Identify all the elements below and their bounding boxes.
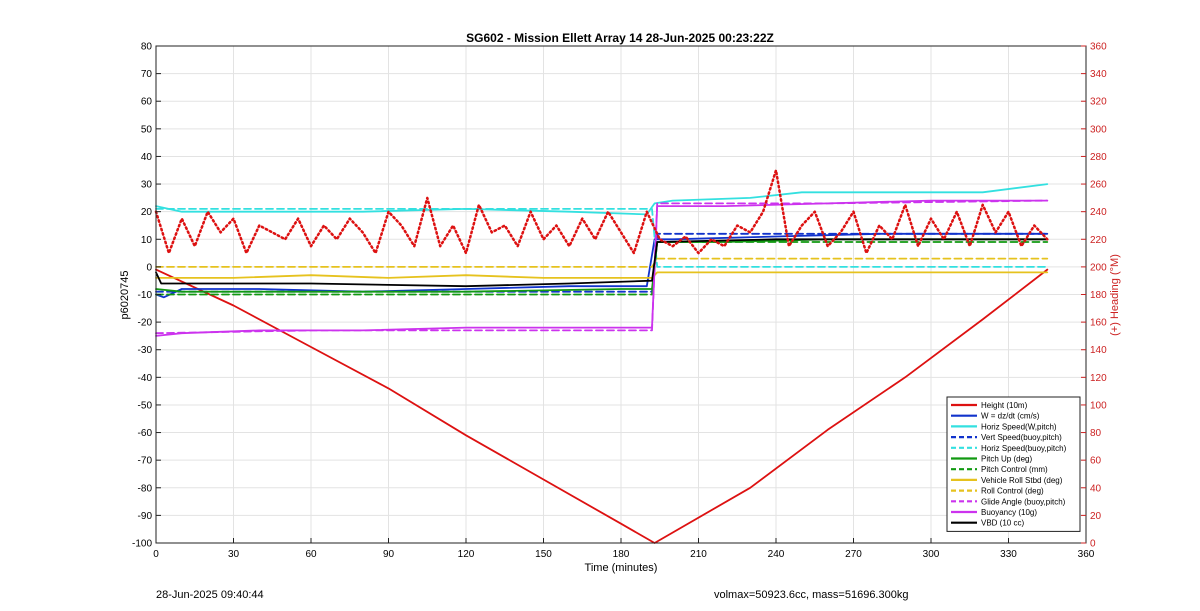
y-tick-label: -40: [138, 373, 153, 384]
footer-timestamp: 28-Jun-2025 09:40:44: [156, 589, 264, 601]
y-tick-label: -10: [138, 290, 153, 301]
series-line-6: [155, 241, 1049, 296]
legend-label: Horiz Speed(buoy,pitch): [981, 444, 1067, 453]
x-tick-label: 270: [845, 549, 862, 560]
y-tick-label: 0: [146, 262, 152, 273]
y-tick-label: 60: [141, 97, 153, 108]
series-line-11: [155, 238, 1049, 288]
y2-tick-label: 100: [1090, 400, 1107, 411]
legend-label: Horiz Speed(W,pitch): [981, 422, 1057, 431]
y-tick-label: 40: [141, 152, 153, 163]
series-line-12: [154, 169, 1049, 255]
x-axis-label: Time (minutes): [585, 562, 658, 574]
y2-tick-label: 300: [1090, 124, 1107, 135]
x-tick-label: 150: [535, 549, 552, 560]
y2-tick-label: 360: [1090, 42, 1107, 53]
y-axis-left: 80 70 60 50 40 30 20 10 0 -10 -20 -30 -40 -50 -60 -70 -8…: [132, 42, 161, 550]
series-line-7: [155, 271, 1049, 279]
x-tick-label: 0: [153, 549, 159, 560]
series-line-0: [155, 268, 1049, 544]
legend-label: Height (10m): [981, 401, 1028, 410]
y-tick-label: 20: [141, 207, 153, 218]
y-tick-label: -100: [132, 539, 152, 550]
series-line-1: [155, 232, 1049, 299]
legend: Height (10m)W = dz/dt (cm/s)Horiz Speed(…: [946, 396, 1081, 532]
x-tick-label: 180: [613, 549, 630, 560]
legend-label: Buoyancy (10g): [981, 508, 1037, 517]
series-line-8: [155, 257, 1049, 268]
y-tick-label: 10: [141, 235, 153, 246]
y2-axis-label: (+) Heading (°M): [1109, 254, 1121, 336]
y-tick-label: -20: [138, 318, 153, 329]
y2-tick-label: 320: [1090, 97, 1107, 108]
series-layer: [154, 169, 1049, 544]
y2-tick-label: 340: [1090, 69, 1107, 80]
x-tick-label: 30: [228, 549, 240, 560]
y-tick-label: -60: [138, 428, 153, 439]
series-line-4: [155, 207, 1049, 268]
y2-tick-label: 80: [1090, 428, 1102, 439]
x-axis: 0 30 60 90 120 150 180 210 240 270 300 330 360: [153, 538, 1095, 560]
legend-label: Pitch Control (mm): [981, 465, 1048, 474]
legend-label: VBD (10 cc): [981, 519, 1024, 528]
legend-label: Vehicle Roll Stbd (deg): [981, 476, 1063, 485]
y-tick-label: 70: [141, 69, 153, 80]
y2-tick-label: 200: [1090, 262, 1107, 273]
legend-box: [946, 396, 1081, 532]
series-line-2: [155, 183, 1049, 216]
y2-tick-label: 260: [1090, 180, 1107, 191]
x-tick-label: 300: [923, 549, 940, 560]
y-axis-right: 3603403203002802602402202001801601401201…: [1081, 42, 1107, 550]
y2-tick-label: 140: [1090, 345, 1107, 356]
y2-tick-label: 20: [1090, 511, 1102, 522]
y-tick-label: -50: [138, 400, 153, 411]
legend-label: W = dz/dt (cm/s): [981, 412, 1040, 421]
y2-tick-label: 160: [1090, 318, 1107, 329]
y2-tick-label: 180: [1090, 290, 1107, 301]
y2-tick-label: 280: [1090, 152, 1107, 163]
y2-tick-label: 60: [1090, 456, 1102, 467]
y-axis-label: p6020745: [119, 271, 131, 320]
y2-tick-label: 120: [1090, 373, 1107, 384]
x-tick-label: 210: [690, 549, 707, 560]
x-tick-label: 360: [1078, 549, 1095, 560]
y-tick-label: 30: [141, 180, 153, 191]
y2-tick-label: 220: [1090, 235, 1107, 246]
x-tick-label: 330: [1000, 549, 1017, 560]
y-tick-label: -70: [138, 456, 153, 467]
y2-tick-label: 240: [1090, 207, 1107, 218]
legend-label: Pitch Up (deg): [981, 455, 1032, 464]
y-tick-label: -90: [138, 511, 153, 522]
x-tick-label: 120: [458, 549, 475, 560]
legend-label: Vert Speed(buoy,pitch): [981, 433, 1062, 442]
y-tick-label: 50: [141, 124, 153, 135]
x-tick-label: 60: [305, 549, 317, 560]
footer-mass-info: volmax=50923.6cc, mass=51696.300kg: [714, 589, 909, 601]
x-tick-label: 90: [383, 549, 395, 560]
series-line-10: [155, 199, 1049, 337]
y2-tick-label: 40: [1090, 483, 1102, 494]
y-tick-label: -80: [138, 483, 153, 494]
legend-label: Roll Control (deg): [981, 487, 1044, 496]
y2-tick-label: 0: [1090, 539, 1096, 550]
legend-label: Glide Angle (buoy,pitch): [981, 497, 1066, 506]
x-tick-label: 240: [768, 549, 785, 560]
y-tick-label: -30: [138, 345, 153, 356]
y-tick-label: 80: [141, 42, 153, 53]
chart-title: SG602 - Mission Ellett Array 14 28-Jun-2…: [466, 31, 774, 45]
